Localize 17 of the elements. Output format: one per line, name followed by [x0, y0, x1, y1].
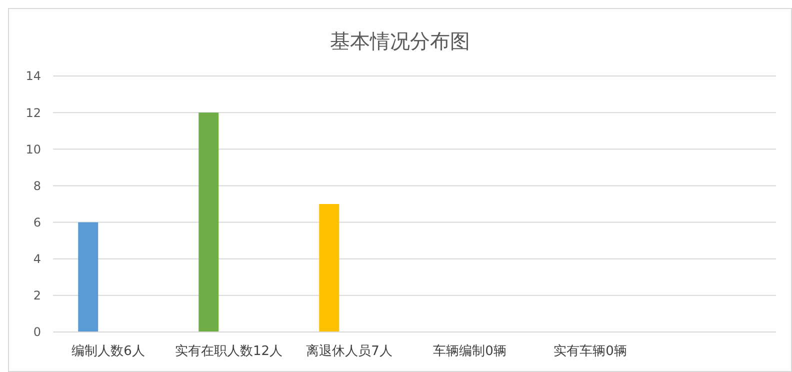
bar	[198, 112, 219, 332]
y-tick-label: 12	[26, 106, 41, 120]
y-tick-label: 4	[33, 252, 41, 266]
y-tick-label: 0	[33, 325, 41, 340]
y-tick-label: 2	[33, 288, 41, 303]
y-tick-label: 10	[26, 142, 41, 156]
x-tick-label: 离退休人员7人	[306, 343, 392, 359]
y-tick-label: 6	[33, 215, 41, 230]
x-tick-label: 实有车辆0辆	[554, 344, 627, 359]
x-tick-label: 编制人数6人	[72, 344, 145, 359]
chart-title: 基本情况分布图	[330, 29, 470, 53]
y-tick-label: 8	[33, 178, 41, 193]
x-tick-label: 车辆编制0辆	[433, 344, 506, 359]
y-tick-label: 14	[26, 69, 41, 84]
bar	[319, 204, 340, 332]
bar	[78, 222, 98, 332]
x-tick-label: 实有在职人数12人	[174, 344, 283, 359]
